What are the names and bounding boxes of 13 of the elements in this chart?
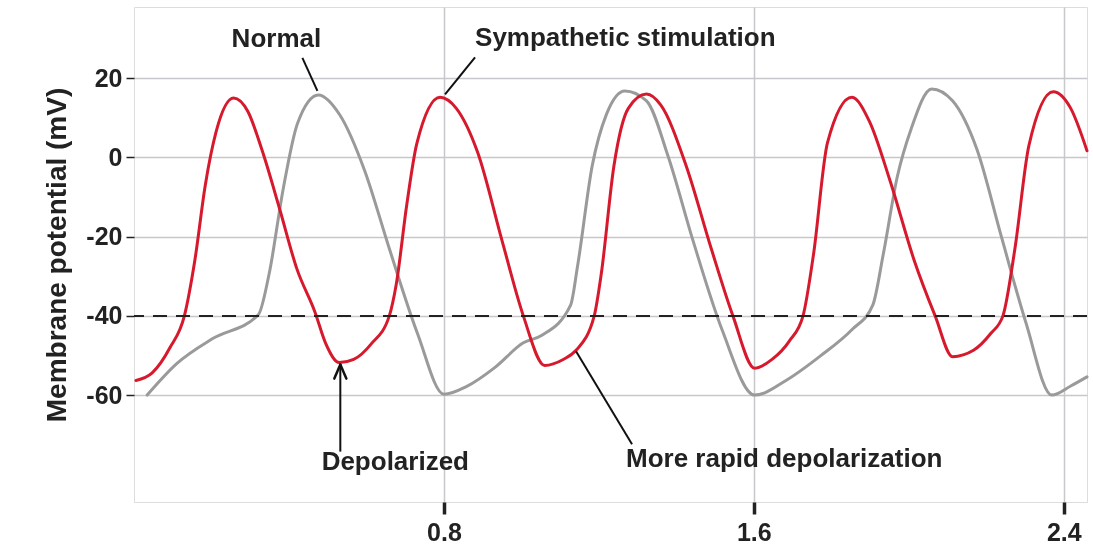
annotation: More rapid depolarization <box>626 443 943 474</box>
y-tick-label: 20 <box>94 63 123 92</box>
y-tick-label: -60 <box>86 380 123 409</box>
y-axis-title: Membrane potential (mV) <box>41 87 73 423</box>
annotation: Sympathetic stimulation <box>475 22 776 53</box>
x-tick-label: 2.4 <box>1046 517 1082 546</box>
y-tick-label: 0 <box>108 142 123 171</box>
y-tick-label: -40 <box>86 301 123 330</box>
annotation: Normal <box>231 22 322 53</box>
annotation: Depolarized <box>321 445 470 476</box>
x-tick-label: 1.6 <box>736 517 772 546</box>
x-tick-label: 0.8 <box>427 517 462 546</box>
y-tick-label: -20 <box>86 222 123 251</box>
